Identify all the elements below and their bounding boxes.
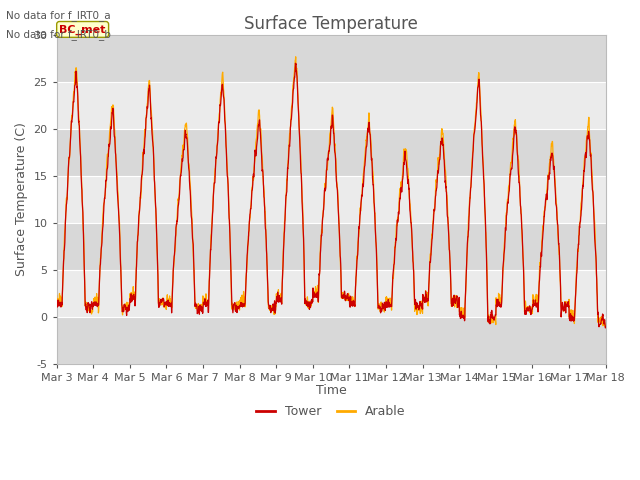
Bar	[57, 317, 605, 364]
Bar	[57, 129, 605, 176]
Legend: Tower, Arable: Tower, Arable	[252, 400, 411, 423]
Text: No data for f_IRT0_b: No data for f_IRT0_b	[6, 29, 111, 40]
X-axis label: Time: Time	[316, 384, 346, 397]
Y-axis label: Surface Temperature (C): Surface Temperature (C)	[15, 122, 28, 276]
Bar	[57, 35, 605, 82]
Text: BC_met: BC_met	[60, 24, 106, 35]
Text: No data for f_IRT0_a: No data for f_IRT0_a	[6, 10, 111, 21]
Title: Surface Temperature: Surface Temperature	[244, 15, 418, 33]
Bar	[57, 223, 605, 270]
